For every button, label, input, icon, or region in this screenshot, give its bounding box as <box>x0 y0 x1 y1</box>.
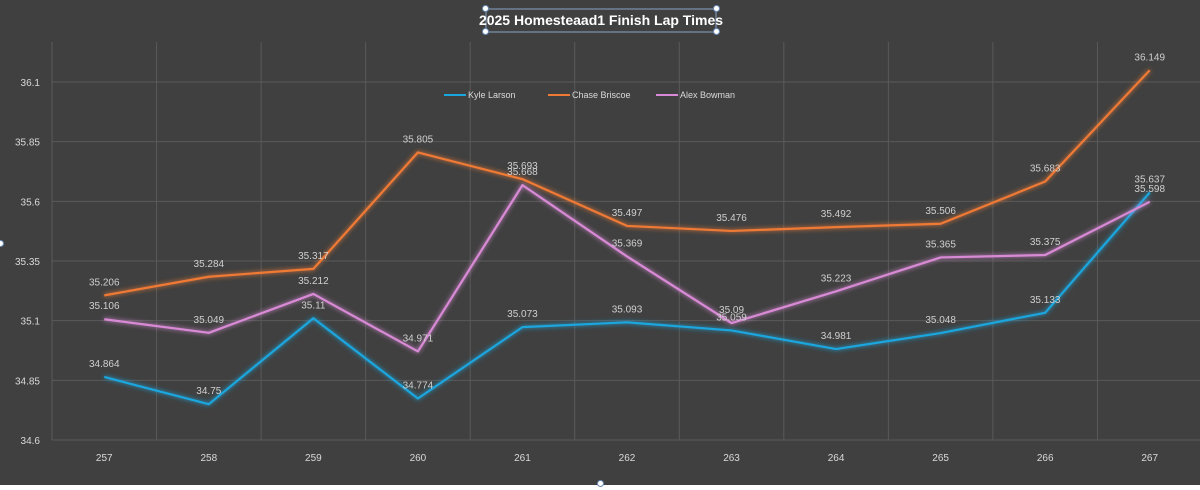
series-line-alex-bowman[interactable] <box>104 184 1151 353</box>
data-label: 35.106 <box>89 301 120 312</box>
data-label: 35.11 <box>301 300 326 311</box>
x-axis: 257 258 259 260 261 262 263 264 265 266 267 <box>96 453 1159 464</box>
data-label: 35.506 <box>925 206 956 217</box>
data-label: 35.09 <box>719 305 744 316</box>
x-tick-label: 265 <box>932 453 949 464</box>
x-tick-label: 258 <box>200 453 217 464</box>
data-label: 35.048 <box>925 315 956 326</box>
data-label: 34.981 <box>821 331 852 342</box>
chart-title: 2025 Homesteaad1 Finish Lap Times <box>479 12 723 28</box>
data-label: 35.206 <box>89 277 120 288</box>
data-label: 34.774 <box>403 380 434 391</box>
data-label: 34.971 <box>403 333 434 344</box>
x-tick-label: 261 <box>514 453 531 464</box>
data-label: 34.75 <box>196 386 221 397</box>
title-handle-top-right[interactable] <box>713 5 720 12</box>
y-axis: 34.6 34.85 35.1 35.35 35.6 35.85 36.1 <box>15 78 40 447</box>
data-label: 35.476 <box>716 213 747 224</box>
legend-label: Alex Bowman <box>680 90 735 100</box>
data-label: 35.637 <box>1134 175 1165 186</box>
y-tick-label: 34.85 <box>15 376 40 387</box>
data-label: 35.492 <box>821 209 852 220</box>
data-label: 35.284 <box>194 259 225 270</box>
series-line-chase-briscoe[interactable] <box>104 69 1151 297</box>
title-handle-top-left[interactable] <box>482 5 489 12</box>
y-tick-label: 35.1 <box>21 317 41 328</box>
x-tick-label: 257 <box>96 453 113 464</box>
series-lines <box>103 69 1151 406</box>
data-label: 35.223 <box>821 273 852 284</box>
data-label: 35.598 <box>1134 184 1165 195</box>
legend-label: Kyle Larson <box>468 90 516 100</box>
data-label: 35.693 <box>507 161 538 172</box>
legend: Kyle Larson Chase Briscoe Alex Bowman <box>444 90 735 100</box>
y-tick-label: 35.85 <box>15 138 40 149</box>
data-label: 35.805 <box>403 134 434 145</box>
data-label: 35.497 <box>612 208 643 219</box>
data-label: 35.212 <box>298 276 329 287</box>
data-label: 35.683 <box>1030 164 1061 175</box>
chart-handle-left[interactable] <box>0 240 4 247</box>
chart-title-box[interactable]: 2025 Homesteaad1 Finish Lap Times <box>479 8 723 33</box>
legend-label: Chase Briscoe <box>572 90 631 100</box>
data-label: 36.149 <box>1134 52 1165 63</box>
x-tick-label: 264 <box>828 453 845 464</box>
data-label: 35.059 <box>716 312 747 323</box>
series-line-kyle-larson[interactable] <box>103 191 1151 406</box>
gridlines <box>51 42 1200 441</box>
x-tick-label: 259 <box>305 453 322 464</box>
data-label: 35.073 <box>507 309 538 320</box>
chart-handle-bottom[interactable] <box>597 480 604 487</box>
title-handle-bottom-right[interactable] <box>713 28 720 35</box>
x-tick-label: 262 <box>619 453 636 464</box>
y-tick-label: 35.6 <box>21 197 41 208</box>
data-label: 35.668 <box>507 167 538 178</box>
x-tick-label: 263 <box>723 453 740 464</box>
data-label: 35.049 <box>194 315 225 326</box>
y-tick-label: 35.35 <box>15 257 40 268</box>
data-label: 35.365 <box>925 239 956 250</box>
x-tick-label: 266 <box>1037 453 1054 464</box>
y-tick-label: 36.1 <box>21 78 41 89</box>
data-label: 35.369 <box>612 238 643 249</box>
data-label: 34.864 <box>89 359 120 370</box>
y-tick-label: 34.6 <box>21 436 41 447</box>
data-label: 35.375 <box>1030 237 1061 248</box>
data-label: 35.093 <box>612 304 643 315</box>
data-labels: 34.864 34.75 35.11 34.774 35.073 35.093 35.059… <box>89 52 1165 397</box>
x-tick-label: 267 <box>1141 453 1158 464</box>
title-handle-bottom-left[interactable] <box>482 28 489 35</box>
data-label: 35.317 <box>298 251 329 262</box>
data-label: 35.133 <box>1030 295 1061 306</box>
x-tick-label: 260 <box>410 453 427 464</box>
